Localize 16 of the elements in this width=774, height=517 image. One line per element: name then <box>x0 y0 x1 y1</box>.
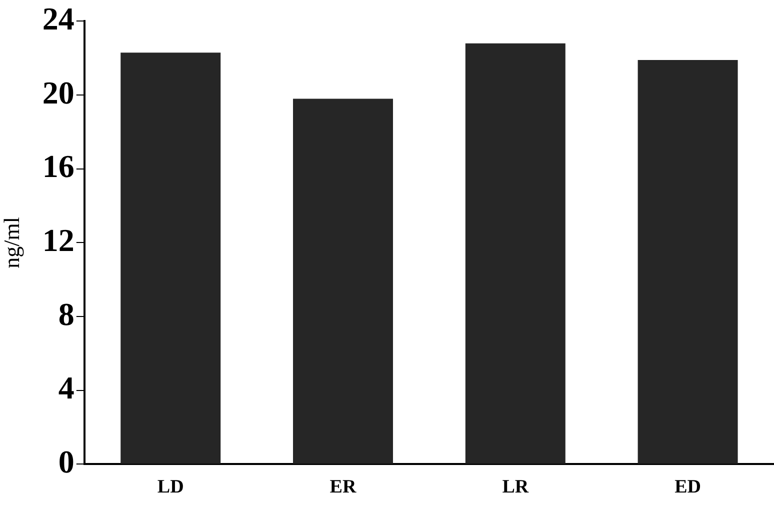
bar <box>638 60 738 464</box>
y-tick-label: 8 <box>58 296 74 332</box>
y-tick-label: 24 <box>42 0 74 36</box>
x-tick-label: ER <box>330 476 356 498</box>
y-tick-label: 20 <box>42 74 74 110</box>
y-tick-label: 16 <box>42 148 74 184</box>
x-tick-label: ED <box>674 476 702 498</box>
y-axis-title: ng/ml <box>0 217 24 268</box>
y-tick-label: 0 <box>58 443 74 480</box>
bar <box>293 98 393 464</box>
x-tick-label: LR <box>502 476 529 498</box>
bar <box>465 43 566 464</box>
bar <box>120 52 221 464</box>
x-tick-label: LD <box>157 476 184 498</box>
y-tick-label: 4 <box>58 370 74 406</box>
y-tick-label: 12 <box>42 222 74 258</box>
